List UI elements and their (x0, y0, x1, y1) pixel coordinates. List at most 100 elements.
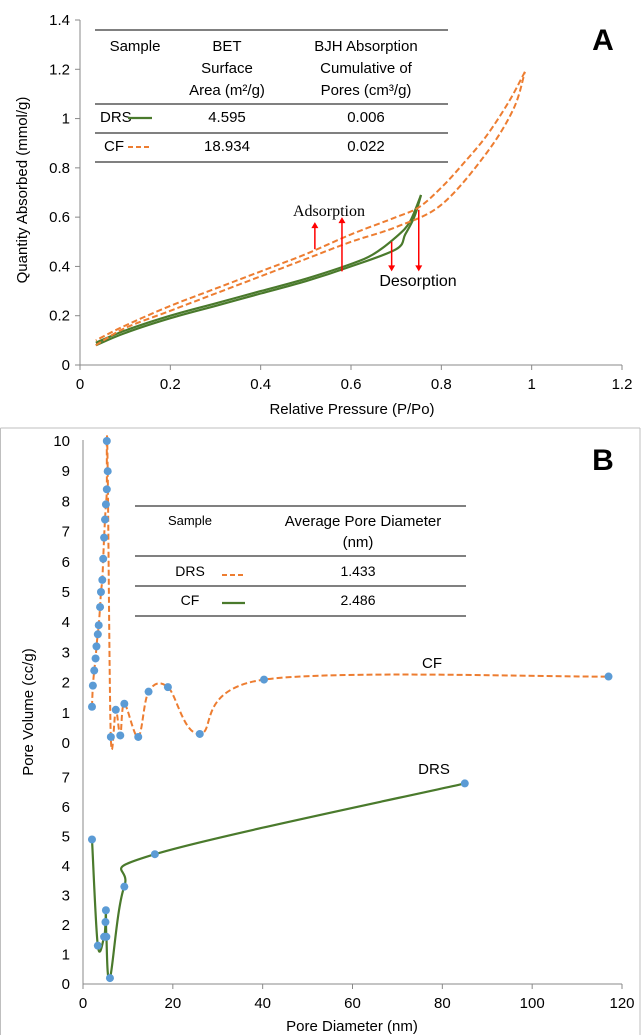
series-label-drs: DRS (418, 761, 450, 778)
panel-b-y-axis-label: Pore Volume (cc/g) (20, 648, 37, 776)
series-cf-point (106, 732, 115, 741)
panel-b-y-tick-label-upper: 3 (62, 644, 70, 661)
panel-a-table: Sample BET Surface Area (m²/g) BJH Absor… (95, 29, 448, 163)
series-drs-adsorption-line (95, 194, 423, 347)
series-drs-desorption-line (95, 194, 423, 344)
series-drs-point (150, 850, 159, 859)
panel-a-x-tick-label: 0.8 (431, 376, 452, 393)
panel-b-x-tick-label: 60 (344, 995, 361, 1012)
table-a-header-bjh-1: BJH Absorption (314, 38, 417, 55)
series-cf-point (87, 702, 96, 711)
series-cf-adsorption-line (95, 71, 526, 347)
series-cf-point (102, 485, 111, 494)
panel-b-x-tick-label: 20 (164, 995, 181, 1012)
panel-b-y-tick-label-lower: 3 (62, 888, 70, 905)
panel-b-y-tick-label-upper: 0 (62, 735, 70, 752)
series-drs-point (93, 941, 102, 950)
adsorption-arrow-head (311, 222, 319, 229)
series-cf-point (144, 687, 153, 696)
series-drs-point (460, 779, 469, 788)
panel-b-x-tick-label: 40 (254, 995, 271, 1012)
series-cf-point (88, 681, 97, 690)
table-a-header-bjh-3: Pores (cm³/g) (321, 82, 412, 99)
panel-b-x-tick-label: 100 (520, 995, 545, 1012)
panel-b-x-axis-label: Pore Diameter (nm) (286, 1018, 418, 1035)
table-a-row-drs-bet: 4.595 (208, 109, 246, 126)
panel-b-x-ticks: 0 20 40 60 80 100 120 (79, 984, 635, 1012)
table-b-header-value-2: (nm) (343, 534, 374, 551)
panel-a-arrows (311, 209, 423, 272)
panel-b-y-ticks: 0 1 2 3 4 5 6 7 8 9 10 0 1 2 3 4 5 6 7 (53, 433, 70, 993)
series-cf-point (96, 603, 105, 612)
table-a-header-bjh-2: Cumulative of (320, 60, 413, 77)
panel-a-y-tick-label: 1 (62, 111, 70, 128)
series-cf-point (195, 729, 204, 738)
panel-a-y-tick-label: 0.4 (49, 258, 70, 275)
desorption-arrow-head (415, 265, 423, 272)
table-a-row-cf-sample: CF (104, 138, 124, 155)
series-cf-point (96, 588, 105, 596)
table-a-header-sample: Sample (110, 38, 161, 55)
table-a-header-bet-1: BET (212, 38, 241, 55)
panel-a-y-tick-label: 1.2 (49, 61, 70, 78)
panel-b-y-tick-label-lower: 2 (62, 917, 70, 934)
series-cf-point (101, 515, 110, 524)
table-b-row-cf-sample: CF (181, 592, 200, 608)
series-cf-point (102, 437, 111, 445)
series-cf-point (604, 672, 613, 681)
series-drs-point (105, 974, 114, 983)
panel-a-y-tick-label: 0.6 (49, 209, 70, 226)
panel-b-letter: B (592, 444, 614, 477)
panel-b-x-tick-label: 0 (79, 995, 87, 1012)
series-cf-point (120, 699, 129, 708)
panel-b-x-tick-label: 120 (609, 995, 634, 1012)
series-cf-point (91, 654, 100, 663)
desorption-arrow-head (388, 265, 396, 272)
series-cf-point (134, 732, 143, 741)
panel-b-y-tick-label-upper: 8 (62, 493, 70, 510)
series-cf-desorption-line (95, 71, 526, 342)
panel-b-points (87, 437, 613, 983)
series-drs-point (102, 932, 111, 941)
panel-b-table: Sample Average Pore Diameter (nm) DRS 1.… (135, 505, 466, 617)
panel-a-x-tick-label: 0.4 (250, 376, 271, 393)
table-a-header-bet-3: Area (m²/g) (189, 82, 265, 99)
series-cf-point (90, 666, 99, 675)
panel-a-x-tick-label: 0 (76, 376, 84, 393)
panel-a-x-tick-label: 1.2 (612, 376, 633, 393)
panel-b-y-tick-label-upper: 4 (62, 614, 70, 631)
table-b-row-drs-sample: DRS (175, 563, 205, 579)
series-drs-point (87, 835, 96, 844)
series-cf-point (103, 467, 112, 476)
series-drs-point (120, 882, 129, 891)
series-label-cf: CF (422, 655, 442, 672)
series-cf-point (111, 705, 120, 714)
table-a-row-cf-bet: 18.934 (204, 138, 250, 155)
panel-a-x-axis-label: Relative Pressure (P/Po) (269, 401, 434, 418)
panel-b-y-tick-label-upper: 6 (62, 554, 70, 571)
panel-b-x-tick-label: 80 (434, 995, 451, 1012)
series-drs-point (101, 918, 110, 927)
panel-b-y-tick-label-lower: 0 (62, 976, 70, 993)
series-drs-line (90, 782, 466, 981)
panel-a-x-tick-label: 1 (527, 376, 535, 393)
panel-b-y-tick-label-upper: 5 (62, 584, 70, 601)
panel-a-letter: A (592, 24, 614, 57)
panel-a-x-ticks: 0 0.2 0.4 0.6 0.8 1 1.2 (76, 365, 633, 393)
panel-b-y-tick-label-upper: 9 (62, 463, 70, 480)
table-b-row-cf-value: 2.486 (340, 592, 375, 608)
table-a-row-drs-sample: DRS (100, 109, 132, 126)
panel-a-y-tick-label: 1.4 (49, 12, 70, 29)
series-cf-point (101, 500, 110, 509)
table-b-row-drs-value: 1.433 (340, 563, 375, 579)
panel-a-y-tick-label: 0.8 (49, 160, 70, 177)
panel-b-y-tick-label-upper: 7 (62, 524, 70, 541)
panel-b-y-tick-label-upper: 10 (53, 433, 70, 450)
adsorption-arrow-head (338, 217, 346, 224)
panel-b-y-tick-label-lower: 1 (62, 947, 70, 964)
panel-a-y-axis-label: Quantity Absorbed (mmol/g) (14, 97, 31, 284)
series-cf-point (98, 575, 107, 584)
panel-a: A 0 0.2 0.4 0.6 0.8 1 1.2 0 0.2 0.4 0.6 0.8 1 1.2 1.4… (14, 12, 632, 418)
